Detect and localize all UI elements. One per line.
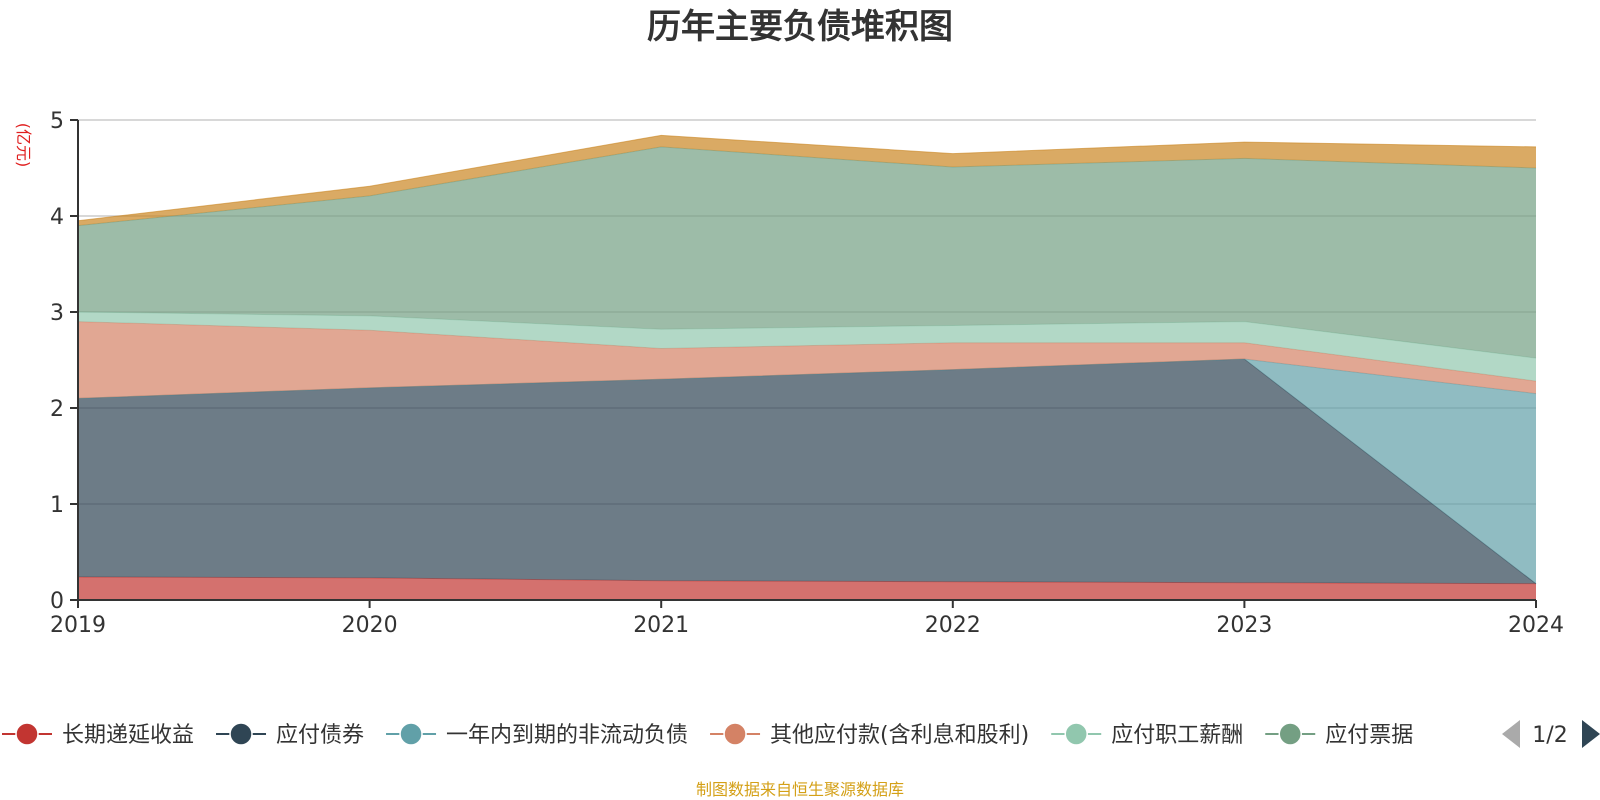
chart-title: 历年主要负债堆积图 <box>647 7 953 47</box>
legend-prev-page-icon[interactable] <box>1502 720 1520 748</box>
x-tick-label: 2019 <box>50 613 106 638</box>
legend-item[interactable]: 其他应付款(含利息和股利) <box>710 722 1029 748</box>
x-tick-label: 2024 <box>1508 613 1564 638</box>
legend-next-page-icon[interactable] <box>1582 720 1600 748</box>
area-series-5[interactable] <box>78 312 1536 382</box>
legend-items: 长期递延收益 应付债券 一年内到期的非流动负债 其他应付款(含利息和股利) 应付职工薪酬… <box>2 722 1413 748</box>
area-series-group <box>77 134 1537 600</box>
y-tick-label: 4 <box>50 205 64 230</box>
x-tick-label: 2021 <box>633 613 689 638</box>
area-series-line-6 <box>77 146 1537 227</box>
legend-circle-icon <box>15 722 39 746</box>
legend-item[interactable]: 一年内到期的非流动负债 <box>386 722 688 748</box>
legend-item[interactable]: 长期递延收益 <box>2 722 194 748</box>
legend-label: 其他应付款(含利息和股利) <box>770 723 1029 748</box>
legend-circle-icon <box>1064 722 1088 746</box>
y-tick-label: 3 <box>50 301 64 326</box>
legend-circle-icon <box>399 722 423 746</box>
area-series-4[interactable] <box>78 321 1536 399</box>
legend-circle-icon <box>723 722 747 746</box>
area-series-7[interactable] <box>78 135 1536 226</box>
area-series-6[interactable] <box>78 146 1536 359</box>
x-tick-label: 2020 <box>342 613 398 638</box>
y-tick-label: 5 <box>50 109 64 134</box>
area-series-2[interactable] <box>78 359 1536 584</box>
legend-circle-icon <box>229 722 253 746</box>
y-tick-label: 2 <box>50 397 64 422</box>
y-tick-label: 1 <box>50 493 64 518</box>
legend-label: 应付票据 <box>1325 723 1413 748</box>
legend-label: 长期递延收益 <box>62 723 194 748</box>
area-series-3[interactable] <box>78 359 1536 584</box>
x-tick-label: 2022 <box>925 613 981 638</box>
data-source-note: 制图数据来自恒生聚源数据库 <box>696 780 904 799</box>
legend-label: 应付职工薪酬 <box>1111 723 1243 748</box>
legend-item[interactable]: 应付职工薪酬 <box>1051 722 1243 748</box>
legend-item[interactable]: 应付票据 <box>1265 722 1413 748</box>
axes: 0 1 2 3 4 5 2019 2020 2021 2022 2023 2024 <box>50 109 1564 638</box>
legend-label: 一年内到期的非流动负债 <box>446 723 688 748</box>
area-series-line-1 <box>77 576 1537 585</box>
legend-circle-icon <box>1278 722 1302 746</box>
legend-page-indicator: 1/2 <box>1532 723 1567 748</box>
y-tick-label: 0 <box>50 589 64 614</box>
x-tick-label: 2023 <box>1216 613 1272 638</box>
area-series-line-7 <box>77 134 1537 222</box>
legend: 长期递延收益 应付债券 一年内到期的非流动负债 其他应付款(含利息和股利) 应付职工薪酬… <box>2 722 1413 748</box>
legend-label: 应付债券 <box>276 723 364 748</box>
legend-pager: 1/2 <box>1502 720 1600 748</box>
y-axis-unit-label: (亿元) <box>14 123 33 168</box>
legend-item[interactable]: 应付债券 <box>216 722 364 748</box>
